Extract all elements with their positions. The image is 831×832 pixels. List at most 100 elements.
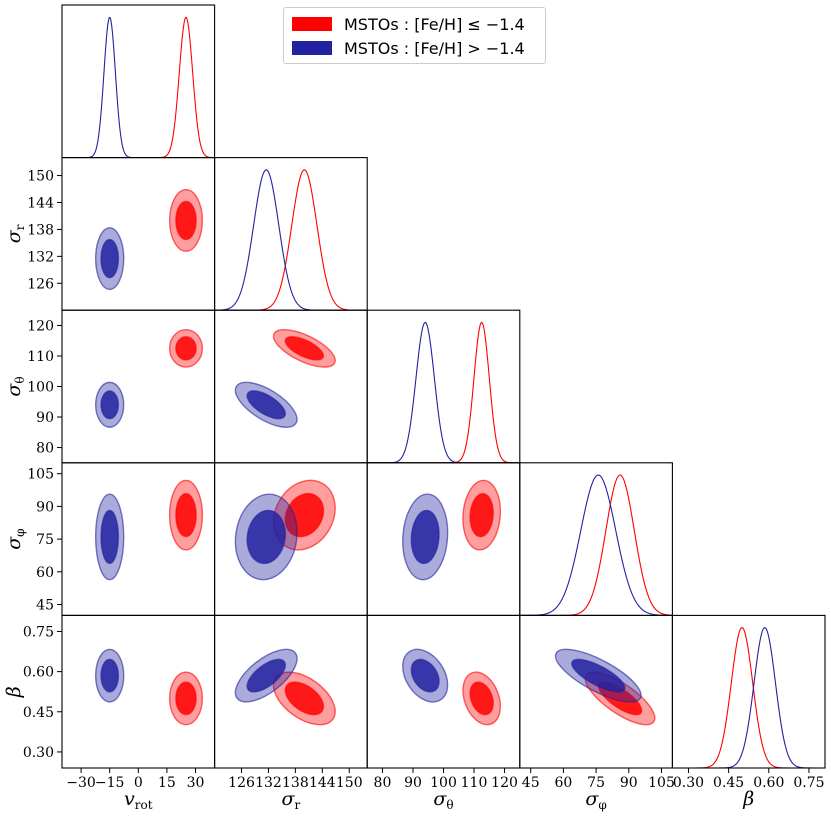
x-tick-label-vrot: −30 (66, 775, 96, 791)
y-axis-label-sigphi: σφ (3, 528, 27, 549)
panel-content (367, 321, 520, 463)
y-tick-label-sigth: 80 (36, 441, 54, 457)
contour-1sigma-poor (175, 200, 197, 241)
contour-1sigma-poor (469, 681, 494, 716)
x-axis-label-vrot: vrot (124, 788, 153, 812)
panel-sigphi-beta (519, 614, 673, 769)
y-tick-label-beta: 0.30 (23, 745, 54, 761)
panel-vrot-sigphi (61, 462, 216, 616)
panel-content (94, 328, 204, 428)
legend: MSTOs : [Fe/H] ≤ −1.4 MSTOs : [Fe/H] > −… (283, 7, 546, 64)
y-tick-label-sigr: 132 (27, 249, 54, 265)
x-axis-label-sigphi: σφ (585, 788, 606, 812)
marginal-curve-poor-beta (672, 627, 825, 769)
panel-sigr-sigth (214, 309, 368, 464)
y-tick-label-sigr: 138 (27, 222, 54, 238)
x-tick-label-sigphi: 60 (554, 775, 572, 791)
x-axis-label-beta: β (742, 788, 754, 810)
legend-entry-rich: MSTOs : [Fe/H] > −1.4 (292, 38, 525, 58)
y-tick-label-beta: 0.45 (23, 705, 54, 721)
y-axis-label-beta: β (3, 686, 25, 698)
panel-frame (519, 462, 673, 616)
y-tick-label-sigphi: 90 (36, 499, 54, 515)
panel-vrot-sigth (61, 309, 216, 464)
x-tick-label-beta: 0.45 (713, 775, 744, 791)
x-tick-label-beta: 0.30 (673, 775, 704, 791)
legend-label-poor: MSTOs : [Fe/H] ≤ −1.4 (344, 14, 525, 34)
x-axis-label-main: σ (433, 788, 447, 810)
x-axis-label-main: β (742, 788, 754, 810)
panel-sigth-sigphi (366, 462, 521, 616)
panel-content (672, 627, 825, 769)
contour-1sigma-rich (246, 509, 287, 565)
panel-content (234, 648, 336, 726)
panel-frame (671, 614, 826, 769)
contour-1sigma-poor (175, 681, 197, 716)
y-tick-label-sigphi: 105 (27, 467, 54, 483)
panel-vrot-beta (61, 614, 216, 769)
x-tick-label-vrot: 0 (134, 775, 143, 791)
legend-swatch-rich (292, 41, 332, 55)
panel-sigphi-sigphi (519, 462, 673, 616)
contour-1sigma-rich (571, 658, 626, 693)
panel-frame (61, 4, 216, 159)
x-axis-label-sigth: σθ (433, 788, 453, 812)
y-axis-label-sigth: σθ (3, 376, 27, 396)
x-tick-label-sigr: 150 (336, 775, 363, 791)
x-axis-label-main: σ (585, 788, 599, 810)
y-tick-label-sigphi: 45 (36, 598, 54, 614)
x-tick-label-sigr: 132 (255, 775, 282, 791)
x-tick-label-sigphi: 105 (648, 775, 675, 791)
x-axis-label-main: v (124, 788, 135, 810)
panel-content (402, 479, 502, 581)
panel-sigr-sigr (214, 157, 368, 311)
contour-1sigma-rich (100, 658, 120, 693)
y-axis-label-main: σ (3, 536, 25, 550)
contour-1sigma-rich (246, 658, 287, 693)
contour-1sigma-poor (175, 492, 197, 538)
panel-sigr-beta (214, 614, 368, 769)
contour-1sigma-rich (100, 238, 120, 279)
y-tick-label-sigr: 144 (27, 195, 54, 211)
x-axis-label-sub: r (295, 798, 301, 812)
x-tick-label-vrot: 30 (187, 775, 205, 791)
panel-vrot-vrot (61, 4, 216, 159)
x-tick-label-sigphi: 90 (620, 775, 638, 791)
panel-beta-beta (671, 614, 826, 769)
y-axis-label-sub: φ (13, 528, 27, 536)
legend-entry-poor: MSTOs : [Fe/H] ≤ −1.4 (292, 14, 525, 34)
panel-content (214, 169, 368, 311)
contour-1sigma-poor (469, 492, 494, 538)
marginal-curve-poor-sigphi (519, 474, 673, 616)
panel-content (62, 16, 215, 158)
panel-content (554, 648, 656, 726)
x-tick-label-beta: 0.60 (753, 775, 784, 791)
y-tick-label-beta: 0.60 (23, 665, 54, 681)
contour-1sigma-poor (175, 336, 197, 361)
contour-1sigma-rich (100, 509, 120, 565)
x-axis-label-sigr: σr (282, 788, 301, 812)
contour-1sigma-rich (410, 658, 440, 693)
contour-1sigma-poor (284, 492, 325, 538)
panel-frame (366, 309, 521, 464)
contour-1sigma-rich (100, 390, 120, 420)
x-tick-label-sigth: 110 (461, 775, 488, 791)
legend-label-rich: MSTOs : [Fe/H] > −1.4 (344, 38, 525, 58)
y-tick-label-beta: 0.75 (23, 624, 54, 640)
x-tick-label-sigr: 138 (282, 775, 309, 791)
y-tick-label-sigr: 126 (27, 276, 54, 292)
x-tick-label-sigr: 144 (309, 775, 336, 791)
y-tick-label-sigth: 90 (36, 410, 54, 426)
x-tick-label-sigr: 126 (228, 775, 255, 791)
panel-content (94, 479, 204, 581)
y-axis-label-sub: r (13, 224, 27, 230)
y-tick-label-sigth: 110 (27, 349, 54, 365)
legend-swatch-poor (292, 17, 332, 31)
panel-content (234, 479, 336, 581)
y-axis-label-sub: θ (13, 376, 27, 383)
panel-content (234, 328, 336, 428)
panel-content (402, 648, 502, 726)
y-tick-label-sigr: 150 (27, 169, 54, 185)
marginal-curve-rich-sigr (214, 169, 368, 311)
